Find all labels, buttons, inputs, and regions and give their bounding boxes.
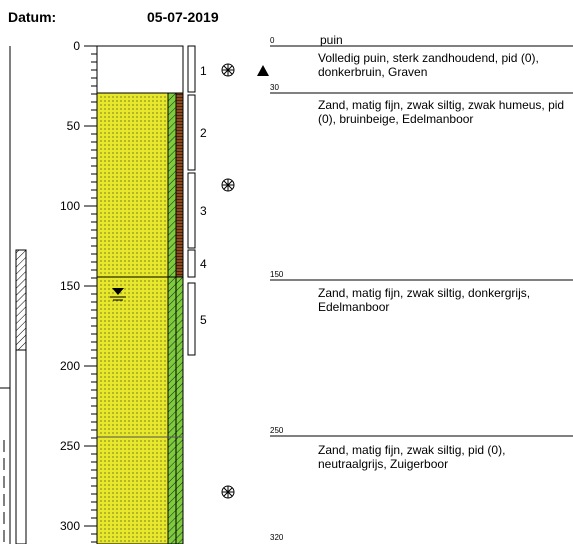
depth-tick-label: 200: [60, 359, 80, 373]
marker: [257, 65, 269, 76]
layer-description: Zand, matig fijn, zwak siltig, zwak hume…: [318, 98, 573, 126]
depth-tick-label: 50: [67, 119, 81, 133]
date: 05-07-2019: [147, 9, 219, 25]
borehole-log: Datum: 05-07-2019 050100150200250300 1 2: [0, 0, 573, 544]
sample-label: 2: [200, 126, 207, 140]
samples: [188, 46, 195, 355]
depth-tick-label: 150: [60, 279, 80, 293]
date-label: Datum:: [8, 9, 56, 25]
layer-depth: 0: [270, 36, 275, 45]
layer-depth: 150: [270, 270, 284, 279]
layer-depth: 30: [270, 83, 279, 92]
sample-label: 1: [200, 64, 207, 78]
depth-tick-label: 100: [60, 199, 80, 213]
depth-tick-label: 0: [73, 39, 80, 53]
sample-symbols: [222, 64, 234, 498]
left-fragments: [0, 46, 26, 544]
sample-label: 3: [200, 204, 207, 218]
layer-description: Zand, matig fijn, zwak siltig, donkergri…: [318, 286, 573, 314]
layer-description: puin: [320, 33, 343, 47]
sample-label: 4: [200, 257, 207, 271]
depth-tick-label: 250: [60, 439, 80, 453]
layer-description: Volledig puin, sterk zandhoudend, pid (0…: [318, 51, 573, 79]
sample-label: 5: [200, 313, 207, 327]
depth-tick-label: 300: [60, 519, 80, 533]
layer-depth: 320: [270, 533, 284, 542]
layer-depth: 250: [270, 426, 284, 435]
layer-description: Zand, matig fijn, zwak siltig, pid (0), …: [318, 443, 573, 471]
soil-column: [97, 46, 183, 544]
